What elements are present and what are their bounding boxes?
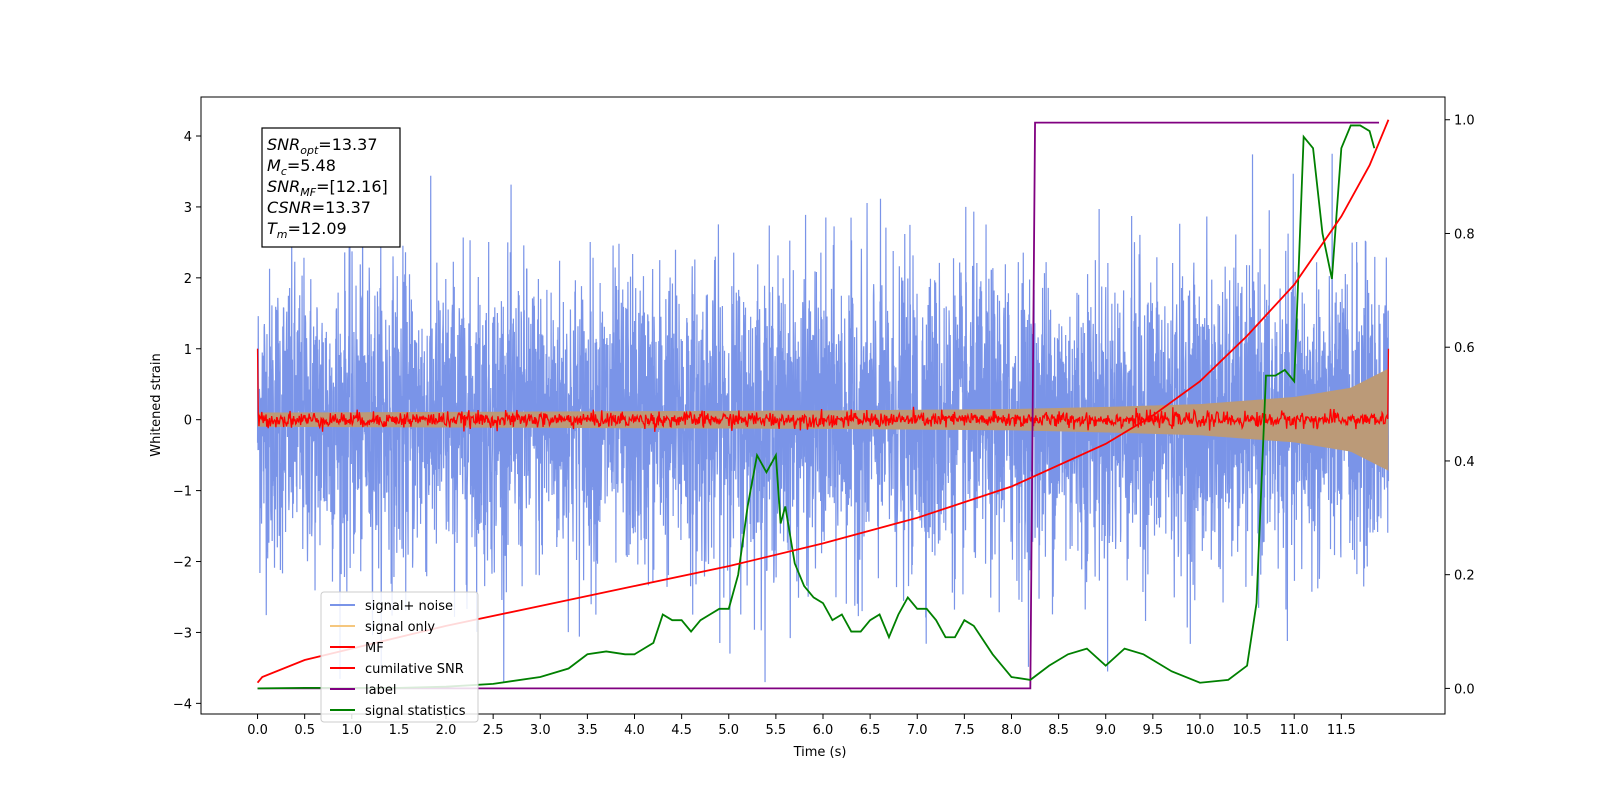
y-right-tick-label: 0.4 xyxy=(1454,455,1475,470)
legend-label: signal only xyxy=(365,620,435,635)
x-tick-label: 9.5 xyxy=(1143,723,1164,738)
stat-symbol: M xyxy=(267,156,281,175)
stat-subscript: MF xyxy=(300,186,316,199)
y-tick-label: 2 xyxy=(184,272,192,287)
y-right-tick-label: 0.6 xyxy=(1454,341,1475,356)
x-tick-label: 5.5 xyxy=(766,723,787,738)
x-tick-label: 4.0 xyxy=(624,723,645,738)
x-tick-label: 7.5 xyxy=(954,723,975,738)
x-tick-label: 6.5 xyxy=(860,723,881,738)
series-signal-noise-line xyxy=(256,153,1390,683)
y-tick-label: −4 xyxy=(173,697,192,712)
legend-label: signal+ noise xyxy=(365,599,453,614)
stat-value: =5.48 xyxy=(287,156,336,175)
y-tick-label: 3 xyxy=(184,201,192,216)
x-tick-label: 4.5 xyxy=(671,723,692,738)
x-tick-label: 2.5 xyxy=(483,723,504,738)
stat-subscript: opt xyxy=(300,144,319,157)
y-axis-title: Whitened strain xyxy=(149,353,164,456)
x-tick-label: 5.0 xyxy=(718,723,739,738)
y-right-tick-label: 1.0 xyxy=(1454,114,1475,129)
y-right-tick-label: 0.0 xyxy=(1454,682,1475,697)
x-axis-title: Time (s) xyxy=(793,745,847,760)
x-tick-label: 10.0 xyxy=(1185,723,1214,738)
stat-subscript: c xyxy=(281,165,287,178)
legend-label: MF xyxy=(365,641,384,656)
x-tick-label: 2.0 xyxy=(436,723,457,738)
x-tick-label: 6.0 xyxy=(813,723,834,738)
y-tick-label: −3 xyxy=(173,626,192,641)
y-axis-right: 1.0 0.8 0.6 0.4 0.2 0.0 xyxy=(1445,114,1475,697)
stat-value: =13.37 xyxy=(318,135,377,154)
stat-subscript: m xyxy=(277,228,288,241)
x-tick-label: 0.0 xyxy=(247,723,268,738)
y-right-tick-label: 0.8 xyxy=(1454,227,1475,242)
x-tick-label: 3.0 xyxy=(530,723,551,738)
stat-symbol: SNR xyxy=(267,135,300,154)
stat-value: =12.09 xyxy=(288,219,347,238)
legend: signal+ noise signal only MF cumilative SNR… xyxy=(320,591,479,723)
x-tick-label: 8.5 xyxy=(1048,723,1069,738)
legend-label: cumilative SNR xyxy=(365,662,464,677)
stat-line: SNRMF=[12.16] xyxy=(267,177,388,199)
x-tick-label: 8.0 xyxy=(1001,723,1022,738)
legend-frame xyxy=(320,591,479,723)
stat-line: Tm=12.09 xyxy=(267,219,347,241)
y-axis-left: 4 3 2 1 0 −1 −2 −3 −4 xyxy=(173,130,201,712)
legend-label: label xyxy=(365,683,396,698)
series-label-line xyxy=(257,121,1380,690)
y-tick-label: −2 xyxy=(173,556,192,571)
stat-line: Mc=5.48 xyxy=(267,156,336,178)
stat-line: CSNR=13.37 xyxy=(267,198,371,217)
y-tick-label: 0 xyxy=(184,414,192,429)
stats-annotation-box: SNRopt=13.37Mc=5.48SNRMF=[12.16]CSNR=13.… xyxy=(261,127,401,248)
stat-line: SNRopt=13.37 xyxy=(267,135,378,157)
x-tick-label: 0.5 xyxy=(294,723,315,738)
x-tick-label: 11.0 xyxy=(1280,723,1309,738)
y-tick-label: −1 xyxy=(173,485,192,500)
series-signal-statistics-line xyxy=(257,124,1376,690)
y-tick-label: 4 xyxy=(184,130,192,145)
x-tick-label: 3.5 xyxy=(577,723,598,738)
y-tick-label: 1 xyxy=(184,343,192,358)
stat-value: =13.37 xyxy=(312,198,371,217)
stat-symbol: CSNR xyxy=(267,198,312,217)
series-mf-line xyxy=(256,348,1390,432)
x-tick-label: 9.0 xyxy=(1095,723,1116,738)
stat-symbol: SNR xyxy=(267,177,300,196)
stat-symbol: T xyxy=(267,219,278,238)
legend-label: signal statistics xyxy=(365,704,466,719)
stats-box-frame xyxy=(261,127,401,248)
x-tick-label: 7.0 xyxy=(907,723,928,738)
x-tick-label: 1.0 xyxy=(341,723,362,738)
x-axis: 0.0 0.5 1.0 1.5 2.0 2.5 3.0 3.5 4.0 4.5 5.0 5.5 6.0 6… xyxy=(247,714,1356,738)
x-tick-label: 11.5 xyxy=(1327,723,1356,738)
stat-value: =[12.16] xyxy=(316,177,388,196)
y-right-tick-label: 0.2 xyxy=(1454,569,1475,584)
x-tick-label: 1.5 xyxy=(389,723,410,738)
x-tick-label: 10.5 xyxy=(1233,723,1262,738)
